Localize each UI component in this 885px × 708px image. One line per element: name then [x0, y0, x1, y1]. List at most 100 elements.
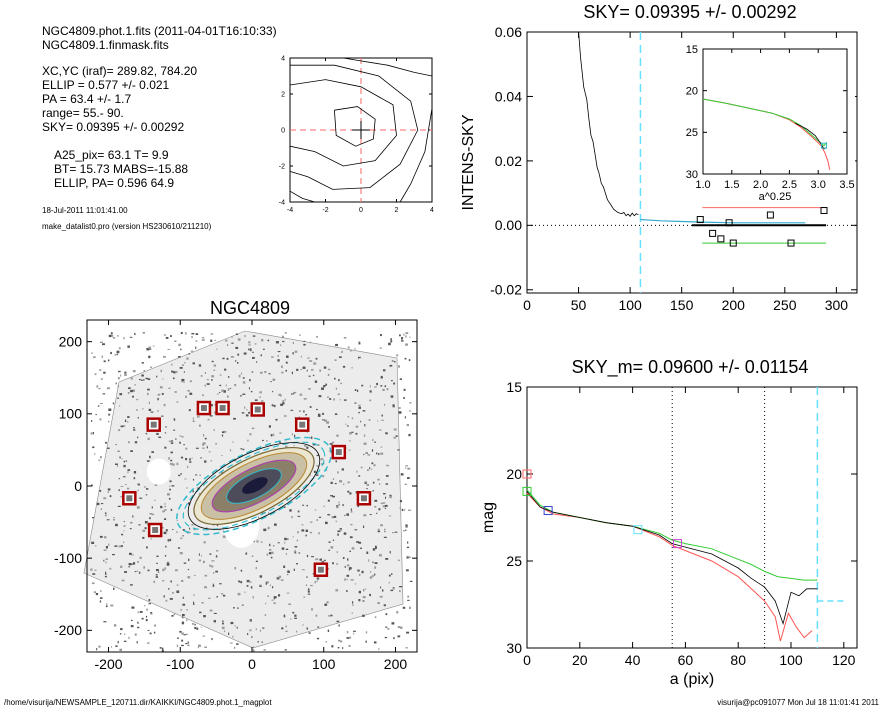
speckle	[134, 633, 137, 636]
speckle	[328, 615, 331, 617]
speckle	[404, 357, 407, 360]
y-tick-label: 15	[506, 379, 522, 395]
speckle	[286, 538, 289, 540]
speckle	[314, 581, 316, 584]
speckle	[169, 480, 172, 483]
speckle	[405, 467, 407, 469]
speckle	[371, 574, 374, 578]
speckle	[312, 443, 316, 446]
speckle	[221, 389, 224, 392]
speckle	[348, 440, 351, 442]
speckle	[334, 483, 337, 485]
speckle	[392, 406, 395, 408]
speckle	[267, 339, 270, 342]
y-tick-label: 30	[506, 640, 522, 656]
speckle	[108, 408, 112, 411]
speckle	[350, 510, 353, 513]
speckle	[171, 363, 173, 366]
speckle	[305, 534, 307, 537]
speckle	[156, 375, 158, 378]
speckle	[283, 506, 286, 508]
speckle	[143, 379, 145, 381]
speckle	[285, 630, 288, 632]
speckle	[196, 487, 200, 490]
speckle	[333, 515, 337, 518]
speckle	[165, 599, 168, 602]
speckle	[305, 414, 308, 416]
speckle	[398, 365, 400, 368]
speckle	[310, 584, 313, 587]
speckle	[407, 595, 410, 598]
speckle	[358, 475, 361, 477]
speckle	[242, 448, 245, 451]
speckle	[147, 629, 150, 631]
speckle	[211, 379, 213, 381]
speckle	[350, 579, 354, 581]
speckle	[279, 432, 282, 434]
speckle	[208, 451, 211, 453]
speckle	[115, 523, 118, 527]
speckle	[104, 512, 107, 514]
speckle	[346, 631, 349, 634]
speckle	[305, 584, 307, 586]
speckle	[380, 334, 382, 337]
speckle	[293, 392, 295, 395]
speckle	[136, 399, 139, 401]
speckle	[330, 546, 334, 549]
speckle	[143, 566, 146, 569]
speckle	[385, 432, 388, 435]
y-tick-label: 0	[281, 127, 285, 134]
speckle	[93, 356, 96, 359]
speckle	[369, 576, 373, 579]
speckle	[300, 369, 303, 370]
speckle	[326, 601, 329, 604]
speckle	[100, 590, 102, 592]
x-tick-label: 0	[359, 207, 363, 214]
speckle	[399, 507, 401, 510]
speckle	[127, 421, 129, 423]
speckle	[176, 401, 179, 403]
speckle	[235, 360, 237, 362]
speckle	[180, 456, 184, 459]
speckle	[109, 495, 112, 498]
speckle	[194, 626, 197, 630]
speckle	[194, 623, 196, 626]
speckle	[124, 419, 127, 422]
speckle	[369, 385, 371, 388]
speckle	[132, 562, 136, 565]
speckle	[334, 413, 338, 415]
speckle	[407, 541, 409, 544]
speckle	[161, 393, 164, 395]
speckle	[170, 459, 173, 462]
speckle	[249, 379, 251, 382]
speckle	[259, 391, 262, 394]
speckle	[237, 362, 239, 364]
speckle	[237, 338, 241, 341]
x-tick-label: 250	[773, 297, 797, 313]
speckle	[193, 574, 196, 576]
sky-sample-marker	[787, 239, 795, 247]
speckle	[369, 593, 371, 597]
y-tick-label: 2	[281, 91, 285, 98]
speckle	[95, 593, 99, 596]
speckle	[281, 371, 284, 374]
speckle	[127, 416, 130, 418]
speckle	[302, 569, 305, 571]
speckle	[148, 348, 152, 350]
speckle	[374, 562, 378, 564]
speckle	[306, 446, 309, 449]
speckle	[117, 335, 119, 337]
speckle	[347, 558, 349, 561]
speckle	[248, 387, 250, 390]
speckle	[392, 588, 395, 590]
speckle	[329, 398, 332, 400]
speckle	[99, 597, 103, 599]
star-mask-core	[360, 495, 367, 502]
speckle	[162, 510, 165, 513]
speckle	[379, 595, 383, 598]
speckle	[204, 372, 206, 374]
speckle	[332, 562, 334, 565]
speckle	[128, 636, 130, 640]
speckle	[268, 425, 271, 428]
speckle	[405, 465, 408, 467]
